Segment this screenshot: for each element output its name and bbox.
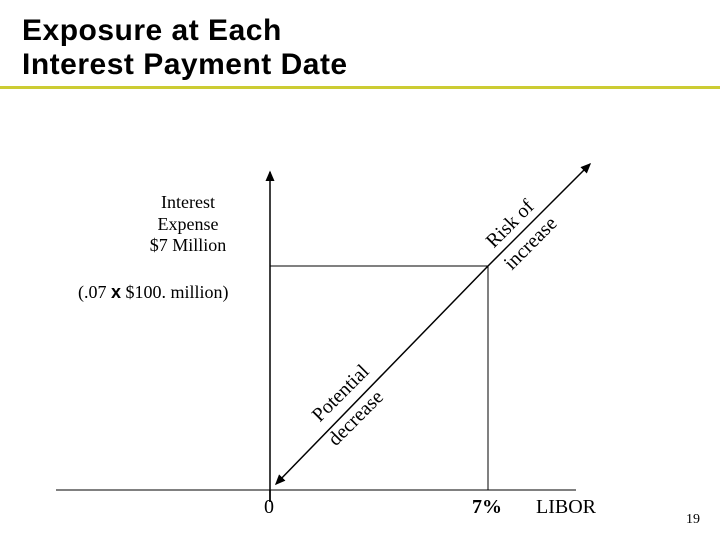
axis-label-zero: 0 [264, 496, 274, 519]
fixed-point-label-3: $7 Million [128, 235, 248, 257]
fixed-point-label-2: Expense [128, 214, 248, 236]
slide-number: 19 [686, 512, 700, 528]
diagram-svg [0, 0, 720, 540]
axis-label-7pct: 7% [472, 496, 502, 519]
fixed-point-label: Interest Expense $7 Million [128, 192, 248, 257]
fixed-point-label-1: Interest [128, 192, 248, 214]
calc-prefix: (.07 [78, 282, 107, 302]
axis-label-libor: LIBOR [536, 496, 596, 519]
calc-operator: x [111, 282, 121, 302]
potential-decrease-line [276, 266, 488, 484]
calc-suffix: $100. million) [126, 282, 229, 302]
calc-text: (.07 x $100. million) [78, 282, 229, 303]
